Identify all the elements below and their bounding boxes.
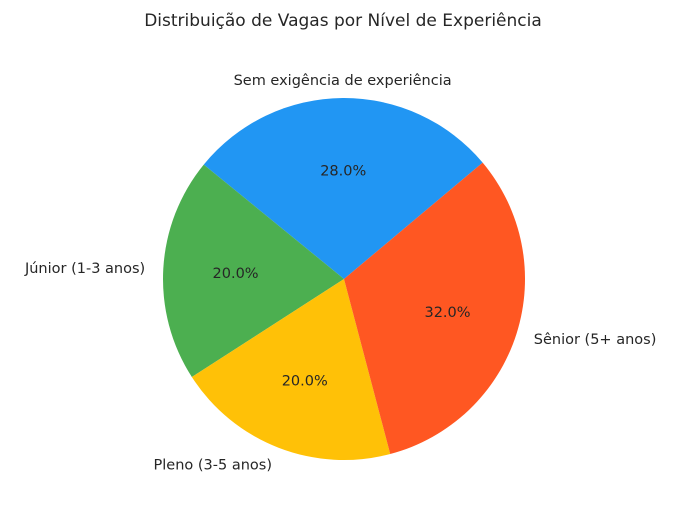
- pie-slice-1: [162, 164, 344, 378]
- pie-slice-0: [203, 98, 483, 279]
- slice-category-label: Sênior (5+ anos): [534, 332, 657, 348]
- slice-percent-label: 20.0%: [213, 266, 259, 282]
- pie-slices: [162, 98, 525, 460]
- slice-category-label: Pleno (3-5 anos): [154, 458, 272, 474]
- pie-slice-3: [344, 162, 525, 454]
- slice-percent-label: 20.0%: [282, 373, 328, 389]
- slice-percent-label: 32.0%: [424, 305, 470, 321]
- pie-labels: 28.0% Sem exigência de experiência 20.0% Jú…: [24, 73, 656, 474]
- slice-category-label: Júnior (1-3 anos): [24, 261, 145, 277]
- slice-percent-label: 28.0%: [320, 163, 366, 179]
- chart-title: Distribuição de Vagas por Nível de Exper…: [144, 11, 542, 31]
- pie-slice-2: [191, 279, 391, 460]
- slice-category-label: Sem exigência de experiência: [234, 73, 452, 89]
